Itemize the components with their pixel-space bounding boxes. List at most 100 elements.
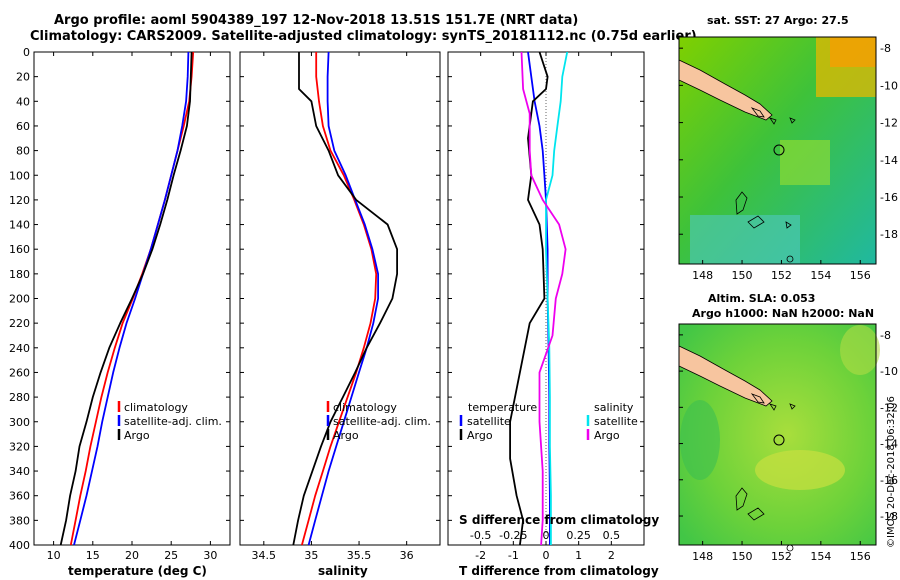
sst-map-ticks: 148 150 152 154 156 -8 -10 -12 -14 -16 -18 [679, 42, 898, 282]
sla-map-ticks: 148 150 152 154 156 -8 -10 -12 -14 -16 -18 [679, 329, 898, 563]
map-lat-label: -12 [880, 117, 898, 130]
series-line-satellite-adj-clim- [73, 51, 190, 546]
series-line-argo [59, 51, 193, 546]
series-line-t-argo [509, 51, 549, 546]
legend-argo-label: Argo [333, 429, 359, 442]
map-lat-label: -8 [880, 329, 891, 342]
map-lat-label: -8 [880, 42, 891, 55]
legend-climatology-label: climatology [333, 401, 397, 414]
difference-series [509, 51, 569, 546]
map-lon-label: 152 [771, 269, 792, 282]
s-diff-tick-label: 0.5 [603, 529, 621, 542]
map-lon-label: 154 [810, 269, 831, 282]
x-tick-label: 25 [164, 549, 178, 562]
map-lon-label: 154 [810, 550, 831, 563]
sla-map [678, 323, 880, 552]
s-diff-tick-label: -0.5 [470, 529, 491, 542]
depth-tick-label: 300 [9, 416, 30, 429]
title-line1: Argo profile: aoml 5904389_197 12-Nov-20… [54, 13, 578, 28]
salinity-legend: climatology satellite-adj. clim. Argo [326, 401, 431, 442]
depth-tick-label: 180 [9, 268, 30, 281]
cool-sst-patch [690, 215, 800, 264]
legend-s-argo-label: Argo [594, 429, 620, 442]
depth-tick-label: 0 [23, 46, 30, 59]
islands [735, 393, 796, 521]
x-tick-label: 35.5 [347, 549, 372, 562]
depth-tick-label: 80 [16, 145, 30, 158]
legend-t-satellite-label: satellite [467, 415, 511, 428]
map-lon-label: 156 [850, 550, 871, 563]
map-lat-label: -16 [880, 191, 898, 204]
x-tick-label: 20 [125, 549, 139, 562]
hot-sst-patch [830, 37, 876, 67]
depth-tick-label: 400 [9, 539, 30, 552]
islands [735, 107, 796, 229]
map-lat-label: -16 [880, 474, 898, 487]
x-tick-label: 0 [543, 549, 550, 562]
series-line-s-satellite [545, 51, 569, 545]
depth-tick-label: 40 [16, 95, 30, 108]
sla-map-title-line2: Argo h1000: NaN h2000: NaN [692, 307, 874, 320]
sla-low-anomaly [680, 400, 720, 480]
map-lat-label: -18 [880, 510, 898, 523]
map-lon-label: 156 [850, 269, 871, 282]
sst-map-frame [678, 36, 877, 265]
difference-xlabel: T difference from climatology [459, 564, 659, 578]
temperature-x-ticks: 10 15 20 25 30 [47, 52, 217, 562]
legend-salinity-title: salinity [594, 401, 634, 414]
imos-timestamp: ©IMOS 20-Dec-2018 06:32:06 [886, 396, 897, 548]
x-tick-label: -2 [475, 549, 486, 562]
legend-s-satellite-label: satellite [594, 415, 638, 428]
s-diff-tick-label: 0.25 [566, 529, 591, 542]
depth-tick-label: 20 [16, 71, 30, 84]
sla-map-title-line1: Altim. SLA: 0.053 [708, 292, 815, 305]
depth-tick-label: 340 [9, 465, 30, 478]
map-lat-label: -14 [880, 154, 898, 167]
map-lon-label: 148 [692, 269, 713, 282]
map-lat-label: -10 [880, 79, 898, 92]
sst-map [678, 36, 877, 265]
difference-legend: temperature satellite Argo salinity sate… [459, 401, 638, 442]
depth-tick-label: 280 [9, 391, 30, 404]
depth-tick-label: 220 [9, 317, 30, 330]
temperature-series [59, 51, 195, 546]
x-tick-label: 34.5 [252, 549, 277, 562]
depth-tick-label: 200 [9, 293, 30, 306]
islet [786, 255, 794, 263]
legend-climatology-label: climatology [124, 401, 188, 414]
x-tick-label: 35 [304, 549, 318, 562]
x-tick-label: 1 [575, 549, 582, 562]
legend-satellite-label: satellite-adj. clim. [124, 415, 222, 428]
salinity-x-ticks: 34.5 35 35.5 36 [252, 52, 414, 562]
difference-x-ticks: -2 -1 0 1 2 [475, 52, 615, 562]
series-line-satellite-adj-clim- [307, 51, 380, 546]
legend-argo-label: Argo [124, 429, 150, 442]
title-line2: Climatology: CARS2009. Satellite-adjuste… [30, 29, 697, 44]
x-tick-label: 10 [47, 549, 61, 562]
s-diff-tick-label: -0.25 [499, 529, 527, 542]
series-line-t-satellite [527, 51, 551, 545]
salinity-series [292, 51, 399, 546]
x-tick-label: 36 [400, 549, 414, 562]
sst-map-title: sat. SST: 27 Argo: 27.5 [707, 14, 849, 27]
map-lat-label: -12 [880, 401, 898, 414]
depth-tick-label: 380 [9, 514, 30, 527]
x-tick-label: 2 [608, 549, 615, 562]
new-guinea-land [678, 59, 773, 121]
series-line-s-argo [520, 51, 567, 546]
legend-temperature-title: temperature [468, 401, 537, 414]
x-tick-label: -1 [508, 549, 519, 562]
depth-tick-label: 360 [9, 490, 30, 503]
map-lat-label: -18 [880, 228, 898, 241]
x-tick-label: 15 [86, 549, 100, 562]
salinity-panel-frame [239, 51, 441, 546]
sla-map-frame [678, 323, 877, 546]
difference-s-ticks: -0.5 -0.25 0 0.25 0.5 [470, 529, 620, 542]
series-line-argo [292, 52, 399, 546]
depth-tick-label: 240 [9, 342, 30, 355]
new-guinea-land [678, 345, 773, 407]
temperature-legend: climatology satellite-adj. clim. Argo [117, 401, 222, 442]
sla-high-anomaly [755, 450, 845, 490]
map-lon-label: 148 [692, 550, 713, 563]
